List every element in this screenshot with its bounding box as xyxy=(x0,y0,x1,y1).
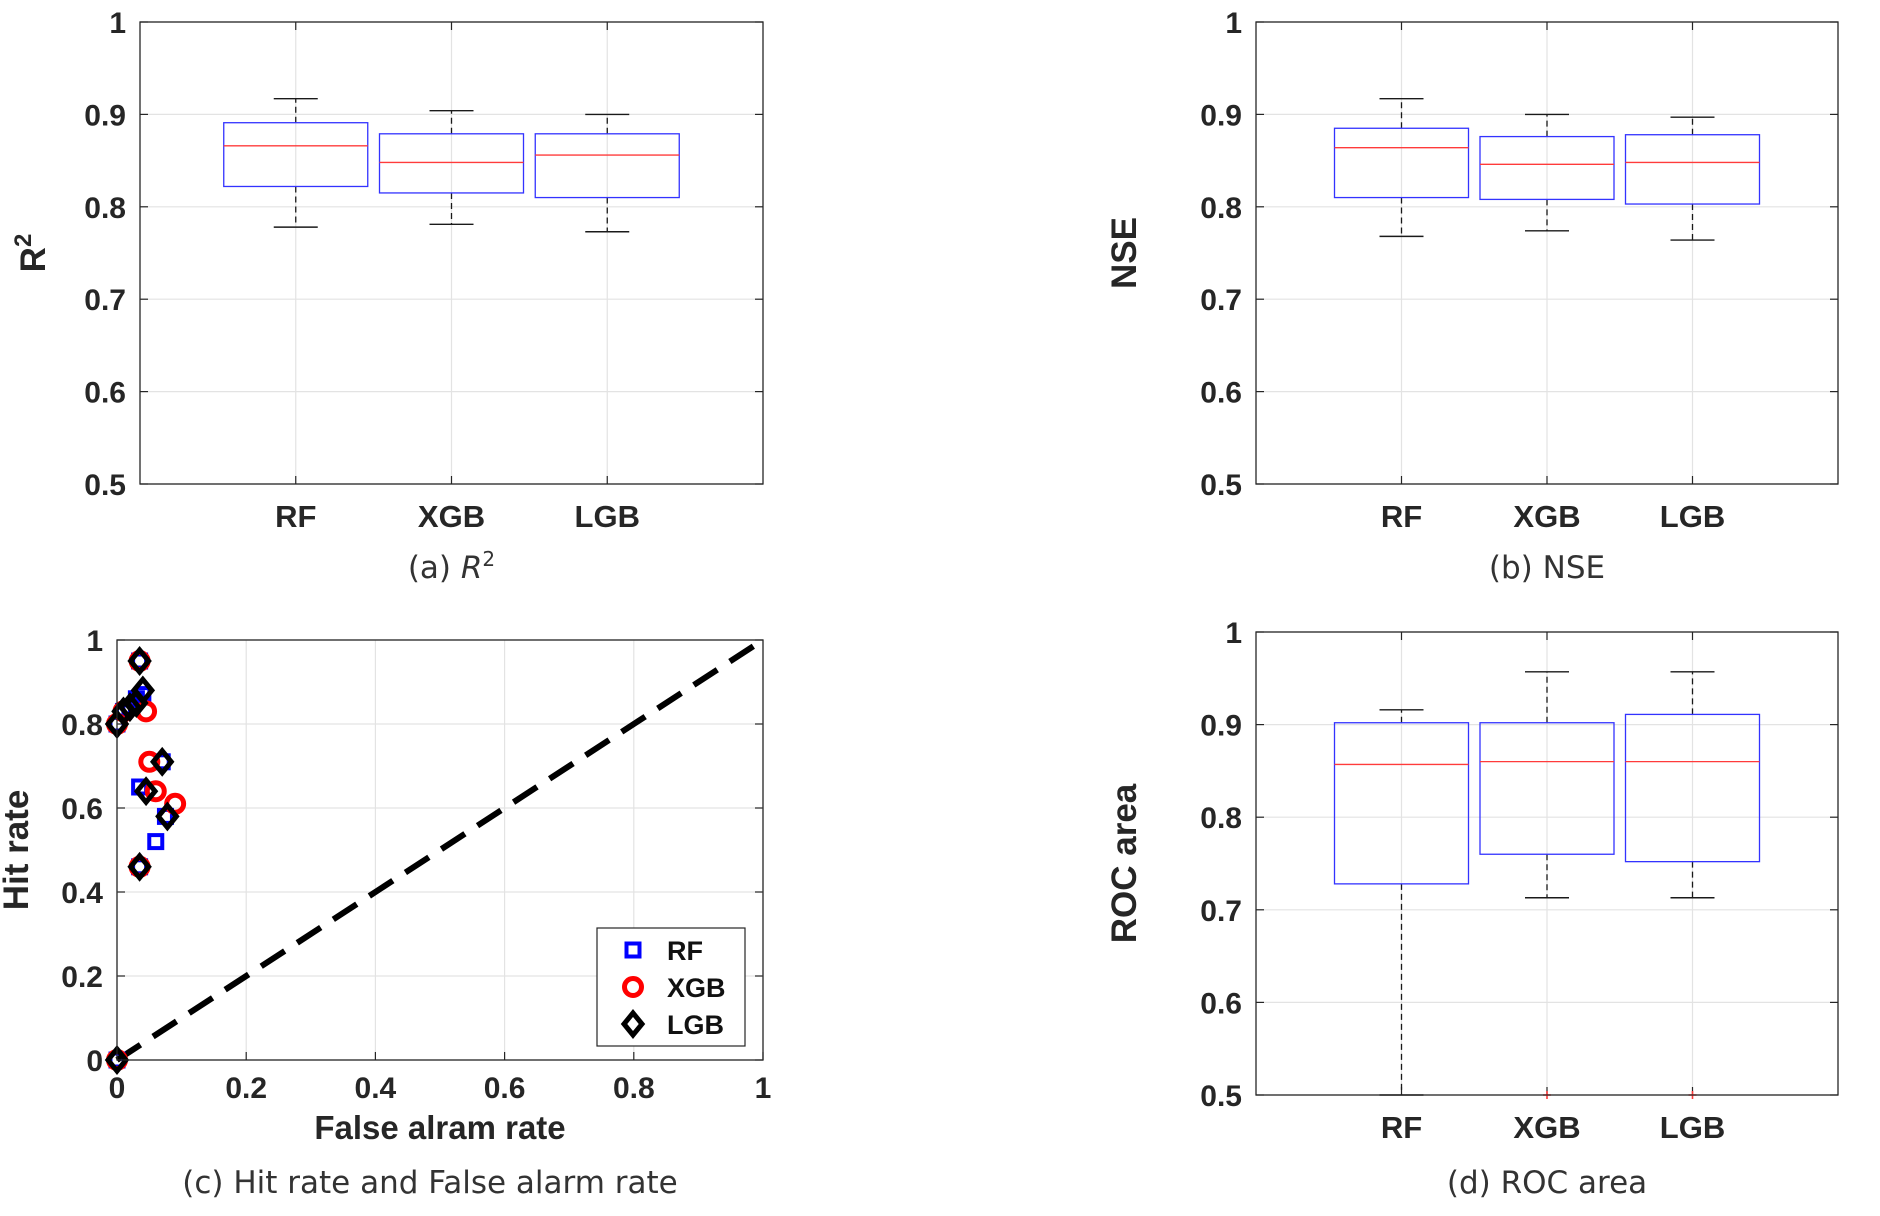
box-rf xyxy=(223,97,369,228)
y-tick-label: 0.5 xyxy=(1200,1080,1242,1113)
point-xgb xyxy=(138,750,161,773)
y-tick-label: 0.7 xyxy=(1200,284,1242,317)
panel-c: 0 0.2 0.4 0.6 0.8 1 0 0.2 0.4 0.6 0.8 1 False alram … xyxy=(0,625,771,1201)
y-axis-label: R2 xyxy=(10,234,53,273)
legend-marker-xgb xyxy=(622,976,644,998)
box-xgb xyxy=(378,110,525,226)
iqr-box xyxy=(378,133,525,194)
x-category-label: XGB xyxy=(418,499,485,534)
iqr-box xyxy=(1479,722,1615,855)
y-tick-label: 0 xyxy=(86,1045,103,1078)
y-tick-label: 0.6 xyxy=(1200,377,1242,410)
y-tick-label: 1 xyxy=(86,625,103,658)
y-axis-label: Hit rate xyxy=(0,790,36,911)
y-tick-label: 0.6 xyxy=(61,793,103,826)
legend-marker-rf xyxy=(624,941,642,959)
y-tick-label: 0.6 xyxy=(1200,987,1242,1020)
iqr-box xyxy=(1624,134,1761,205)
panel-b: 0.5 0.6 0.7 0.8 0.9 1 RF XGB LGB NSE (b) NSE xyxy=(1105,7,1839,586)
y-tick-label: 1 xyxy=(109,7,126,40)
x-tick-label: 1 xyxy=(755,1072,772,1105)
x-tick-label: 0.4 xyxy=(355,1072,397,1105)
legend-box xyxy=(596,927,746,1047)
x-axis-label: False alram rate xyxy=(314,1109,565,1146)
iqr-box xyxy=(1479,135,1615,201)
point-lgb xyxy=(127,851,152,882)
x-tick-label: 0.6 xyxy=(484,1072,526,1105)
y-tick-label: 0.9 xyxy=(1200,99,1242,132)
x-category-label: RF xyxy=(275,499,316,534)
caption-italic: R xyxy=(461,550,483,586)
legend-label-xgb: XGB xyxy=(667,973,726,1003)
x-category-label: RF xyxy=(1381,1110,1422,1145)
x-category-label: XGB xyxy=(1513,1110,1580,1145)
y-axis-label: NSE xyxy=(1105,217,1144,289)
y-axis-label-superscript: 2 xyxy=(10,234,37,247)
y-tick-label: 0.4 xyxy=(61,877,103,910)
iqr-box xyxy=(1333,722,1470,885)
caption-superscript: 2 xyxy=(482,547,495,571)
iqr-box xyxy=(534,133,680,199)
point-xgb xyxy=(144,780,167,803)
x-tick-label: 0 xyxy=(109,1072,126,1105)
axes-frame xyxy=(116,639,764,1061)
series-lgb xyxy=(104,646,180,1075)
x-tick-label: 0.2 xyxy=(225,1072,267,1105)
caption: (b) NSE xyxy=(1489,550,1605,586)
y-tick-label: 0.6 xyxy=(84,377,126,410)
axes-frame xyxy=(1255,631,1839,1096)
point-rf xyxy=(147,833,165,851)
box-xgb xyxy=(1479,113,1615,232)
x-category-label: LGB xyxy=(1660,499,1725,534)
legend-label-rf: RF xyxy=(667,936,703,966)
x-category-label: LGB xyxy=(1660,1110,1725,1145)
y-axis-label: ROC area xyxy=(1105,783,1144,943)
iqr-box xyxy=(223,122,369,188)
box-lgb xyxy=(534,113,680,233)
y-tick-label: 0.9 xyxy=(1200,710,1242,743)
box-rf xyxy=(1333,97,1470,238)
x-category-label: XGB xyxy=(1513,499,1580,534)
y-tick-label: 0.8 xyxy=(1200,192,1242,225)
y-tick-label: 0.9 xyxy=(84,99,126,132)
y-tick-label: 0.7 xyxy=(84,284,126,317)
point-lgb xyxy=(117,692,143,723)
caption: (a) R2 xyxy=(408,547,495,586)
point-lgb xyxy=(133,776,159,807)
iqr-box xyxy=(1624,713,1761,863)
point-lgb xyxy=(149,746,175,777)
x-category-label: RF xyxy=(1381,499,1422,534)
legend-marker-lgb xyxy=(620,1009,646,1039)
caption: (d) ROC area xyxy=(1447,1165,1647,1201)
y-tick-label: 0.5 xyxy=(84,469,126,502)
y-tick-label: 0.8 xyxy=(1200,802,1242,835)
y-tick-label: 0.5 xyxy=(1200,469,1242,502)
y-tick-label: 0.2 xyxy=(61,961,103,994)
legend: RF XGB LGB xyxy=(596,927,746,1047)
point-lgb xyxy=(130,675,156,706)
x-tick-label: 0.8 xyxy=(613,1072,655,1105)
y-tick-label: 0.7 xyxy=(1200,895,1242,928)
x-category-label: LGB xyxy=(575,499,640,534)
box-lgb xyxy=(1624,116,1761,241)
legend-label-lgb: LGB xyxy=(667,1010,724,1040)
y-tick-label: 0.8 xyxy=(61,709,103,742)
y-tick-label: 1 xyxy=(1225,7,1242,40)
panel-d: 0.5 0.6 0.7 0.8 0.9 1 RF XGB LGB ROC area (d) ROC … xyxy=(1105,617,1839,1201)
y-tick-label: 1 xyxy=(1225,617,1242,650)
point-lgb xyxy=(104,1045,130,1075)
axes-frame xyxy=(139,21,764,485)
box-xgb xyxy=(1479,671,1615,1099)
point-lgb xyxy=(155,801,180,832)
iqr-box xyxy=(1333,127,1470,199)
caption: (c) Hit rate and False alarm rate xyxy=(182,1165,678,1201)
axes-frame xyxy=(1255,21,1839,485)
point-lgb xyxy=(127,646,152,676)
y-tick-label: 0.8 xyxy=(84,192,126,225)
